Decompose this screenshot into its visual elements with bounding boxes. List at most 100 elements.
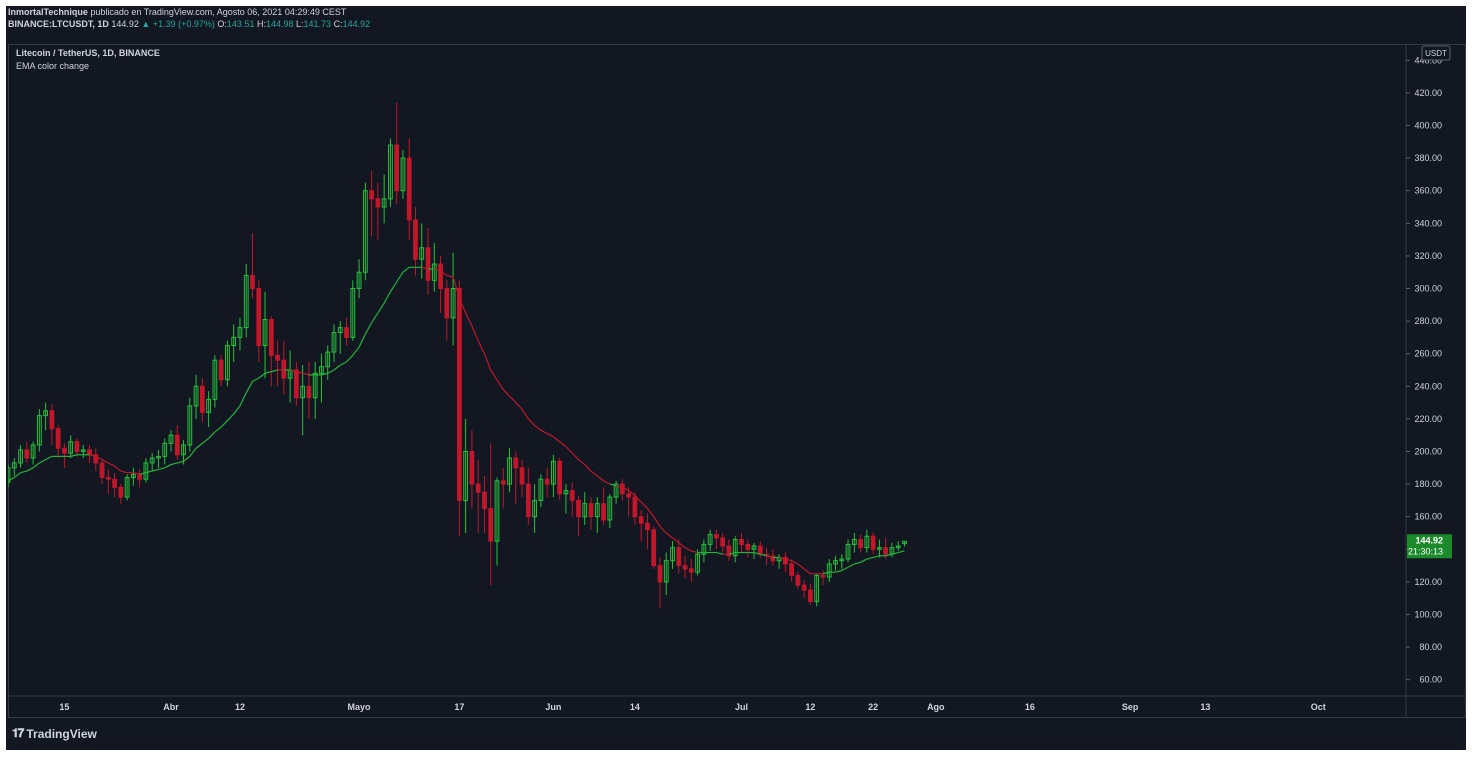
candle-body <box>124 477 130 498</box>
candle-body <box>582 503 588 518</box>
candle-body <box>105 477 111 480</box>
candle-body <box>544 478 550 485</box>
ema-segment <box>822 571 830 575</box>
candle-body <box>782 556 788 565</box>
ema-segment <box>578 459 586 466</box>
ema-segment <box>208 431 216 439</box>
candle-body <box>488 508 494 542</box>
candle <box>375 182 381 240</box>
candle-body <box>745 543 751 550</box>
tradingview-icon: 𝟏𝟕 <box>12 726 24 740</box>
ema-segment <box>835 569 842 573</box>
candle-body <box>362 190 368 273</box>
candle <box>112 472 117 498</box>
candle-body <box>93 454 99 464</box>
candle-body <box>826 563 832 578</box>
ema-segment <box>89 454 96 457</box>
candle <box>143 458 149 483</box>
ema-segment <box>791 560 799 565</box>
candle <box>419 223 425 279</box>
candle-body <box>250 274 255 290</box>
ema-segment <box>239 392 247 407</box>
candle <box>24 441 30 463</box>
ema-segment <box>622 486 629 492</box>
ema-segment <box>847 563 855 568</box>
tradingview-logo[interactable]: 𝟏𝟕 TradingView <box>12 726 97 741</box>
candle-body <box>199 385 205 413</box>
ema-segment <box>553 436 561 443</box>
candle-body <box>877 547 882 550</box>
candle-body <box>369 190 374 200</box>
candle-body <box>275 354 280 361</box>
ema-segment <box>527 418 536 426</box>
ema-segment <box>70 454 78 457</box>
ema-segment <box>571 452 579 461</box>
candle <box>582 492 588 525</box>
candle <box>588 497 594 530</box>
ema-segment <box>95 455 103 461</box>
ema-segment <box>452 276 460 299</box>
x-tick-label: 14 <box>630 702 640 712</box>
currency-badge[interactable]: USDT <box>1421 45 1451 61</box>
candle-body <box>30 444 36 459</box>
time-axis[interactable]: 15 Abr 12 Mayo 17 Jun 14 Jul 12 22 Ago 16 Sep 13 Oct <box>59 702 1325 712</box>
ema-segment <box>13 472 21 479</box>
ema-segment <box>546 433 554 438</box>
candle <box>870 533 876 555</box>
x-tick-label: Ago <box>927 702 945 712</box>
candle-body <box>400 157 406 192</box>
ema-segment <box>358 333 366 348</box>
candle <box>739 533 744 553</box>
candle-body <box>538 478 544 501</box>
y-tick-label: 100.00 <box>1414 610 1442 620</box>
candle-body <box>112 478 117 488</box>
legend-indicator[interactable]: EMA color change <box>16 61 89 71</box>
candle <box>701 539 707 563</box>
candle <box>569 482 575 517</box>
author-name[interactable]: InmortalTechnique <box>8 7 88 17</box>
ema-segment <box>302 372 310 376</box>
ema-segment <box>383 291 391 304</box>
candle-body <box>344 327 349 338</box>
candle <box>131 467 136 486</box>
candle <box>18 444 23 468</box>
y-tick-label: 240.00 <box>1414 381 1442 391</box>
candle-body <box>293 369 299 399</box>
ema-segment <box>659 526 667 534</box>
candle-body <box>281 359 287 379</box>
y-tick-label: 300.00 <box>1414 284 1442 294</box>
candle <box>563 484 569 514</box>
candle <box>645 513 650 550</box>
candle <box>181 440 186 465</box>
ema-segment <box>521 408 529 420</box>
candle-body <box>732 539 738 557</box>
ema-segment <box>371 312 379 324</box>
candle-body <box>331 332 337 353</box>
ema-segment <box>803 568 811 575</box>
last-price-tag-box <box>1407 534 1452 559</box>
candle-body <box>632 496 638 518</box>
ema-segment <box>496 379 504 390</box>
candle-body <box>206 398 211 413</box>
candle <box>500 467 506 509</box>
ema-segment <box>490 369 498 381</box>
candle-body <box>306 385 312 399</box>
candle-body <box>356 271 362 289</box>
candle-body <box>626 493 632 498</box>
candle <box>281 340 287 395</box>
candle-body <box>450 288 456 319</box>
candle-body <box>663 560 669 583</box>
ema-segment <box>753 551 761 555</box>
ema-segment <box>766 555 773 559</box>
candle-body <box>902 540 907 545</box>
ema-segment <box>440 270 448 276</box>
candle <box>801 580 807 599</box>
candle <box>720 533 726 553</box>
candlestick-chart[interactable]: 60.0080.00100.00120.00140.00160.00180.00… <box>8 44 1466 718</box>
candle-body <box>789 563 795 576</box>
price-change: +1.39 (+0.97%) <box>152 19 215 29</box>
close-value: 144.92 <box>342 19 371 29</box>
ema-segment <box>609 483 617 487</box>
candle <box>187 397 193 452</box>
candle-body <box>36 415 42 446</box>
